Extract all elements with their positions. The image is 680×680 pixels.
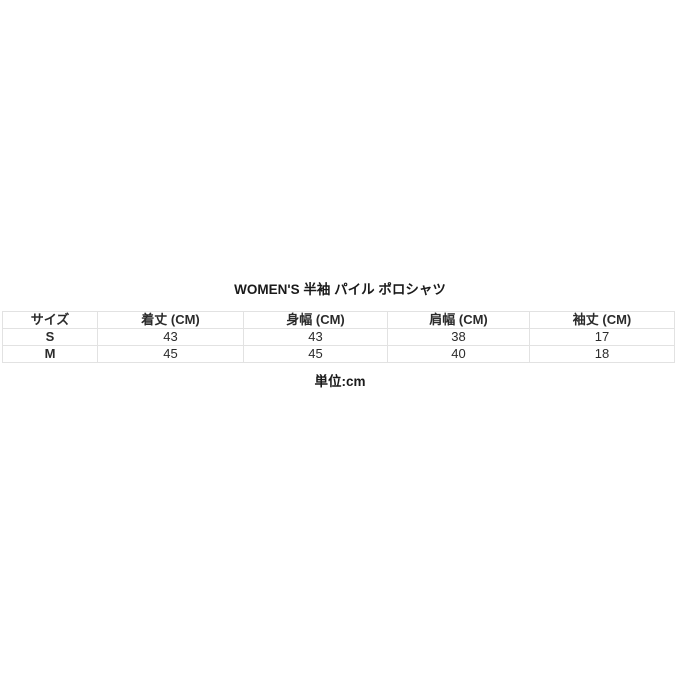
size-label: S <box>2 328 98 346</box>
table-row: S 43 43 38 17 <box>2 328 675 346</box>
table-header-row: サイズ 着丈 (CM) 身幅 (CM) 肩幅 (CM) 袖丈 (CM) <box>2 311 675 329</box>
width-value: 43 <box>243 328 388 346</box>
column-header-length: 着丈 (CM) <box>97 311 244 329</box>
unit-note: 単位:cm <box>314 374 366 389</box>
sleeve-value: 18 <box>529 345 675 363</box>
sleeve-value: 17 <box>529 328 675 346</box>
shoulder-value: 40 <box>387 345 530 363</box>
length-value: 43 <box>97 328 244 346</box>
column-header-width: 身幅 (CM) <box>243 311 388 329</box>
product-title: WOMEN'S 半袖 パイル ポロシャツ <box>234 282 446 297</box>
column-header-sleeve: 袖丈 (CM) <box>529 311 675 329</box>
column-header-size: サイズ <box>2 311 98 329</box>
size-spec-table: サイズ 着丈 (CM) 身幅 (CM) 肩幅 (CM) 袖丈 (CM) S 43… <box>2 311 675 363</box>
size-label: M <box>2 345 98 363</box>
shoulder-value: 38 <box>387 328 530 346</box>
column-header-shoulder: 肩幅 (CM) <box>387 311 530 329</box>
length-value: 45 <box>97 345 244 363</box>
table-row: M 45 45 40 18 <box>2 345 675 363</box>
width-value: 45 <box>243 345 388 363</box>
